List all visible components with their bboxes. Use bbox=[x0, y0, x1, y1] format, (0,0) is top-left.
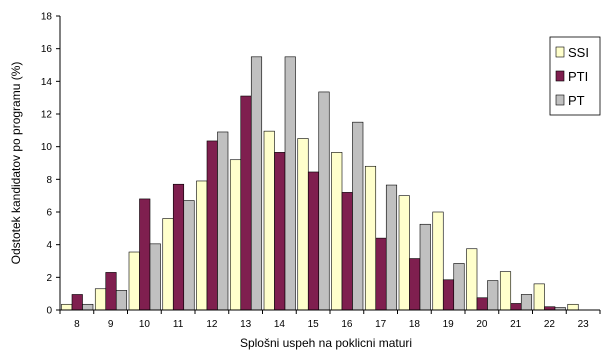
bar-pti-20 bbox=[476, 297, 488, 311]
bar-pti-8 bbox=[71, 294, 83, 311]
bar-pt-13 bbox=[250, 56, 263, 311]
bar-ssi-12 bbox=[196, 180, 208, 311]
x-tick-label: 18 bbox=[409, 319, 421, 330]
bar-pti-12 bbox=[206, 140, 218, 311]
legend-swatch-pti bbox=[555, 70, 565, 82]
x-tick-label: 10 bbox=[139, 319, 151, 330]
bar-ssi-16 bbox=[331, 152, 343, 311]
bar-pt-18 bbox=[419, 223, 431, 311]
y-axis-title: Odstotek kandidatov po programu (%) bbox=[9, 62, 23, 265]
x-tick-label: 11 bbox=[173, 319, 184, 330]
bar-ssi-22 bbox=[533, 283, 545, 311]
bar-ssi-23 bbox=[567, 303, 579, 311]
bar-pti-16 bbox=[341, 192, 353, 311]
x-tick-label: 15 bbox=[308, 319, 320, 330]
bar-pt-14 bbox=[284, 56, 296, 311]
bar-ssi-14 bbox=[263, 130, 275, 311]
bar-pt-11 bbox=[183, 200, 195, 311]
y-tick-label: 12 bbox=[41, 110, 53, 121]
y-tick-label: 2 bbox=[46, 273, 52, 284]
y-tick-label: 4 bbox=[46, 240, 52, 251]
x-tick-label: 17 bbox=[375, 319, 387, 330]
bar-pt-12 bbox=[217, 131, 229, 311]
bar-ssi-15 bbox=[297, 138, 309, 311]
x-tick-label: 13 bbox=[240, 319, 252, 330]
bar-pt-17 bbox=[385, 184, 398, 311]
bar-ssi-9 bbox=[94, 288, 107, 311]
bar-ssi-18 bbox=[398, 195, 410, 311]
bar-pti-10 bbox=[139, 198, 151, 311]
bar-pti-17 bbox=[375, 237, 387, 311]
bar-pt-21 bbox=[520, 294, 533, 311]
bar-ssi-11 bbox=[162, 218, 174, 311]
legend-label-pti: PTI bbox=[568, 69, 588, 84]
y-tick-label: 0 bbox=[46, 306, 52, 317]
x-tick-label: 8 bbox=[74, 319, 80, 330]
bar-pti-14 bbox=[274, 152, 286, 311]
x-tick-label: 22 bbox=[544, 319, 556, 330]
bar-pti-19 bbox=[442, 279, 455, 311]
bar-ssi-10 bbox=[128, 251, 140, 311]
bar-pti-9 bbox=[105, 272, 117, 311]
legend: SSI PTI PT bbox=[549, 36, 601, 116]
bar-pti-21 bbox=[510, 303, 522, 311]
bar-pt-15 bbox=[318, 91, 330, 311]
bar-pt-16 bbox=[352, 121, 364, 311]
bar-ssi-17 bbox=[364, 165, 377, 311]
legend-label-ssi: SSI bbox=[568, 45, 589, 60]
x-tick-label: 21 bbox=[510, 319, 522, 330]
bar-ssi-13 bbox=[229, 159, 242, 311]
bar-pt-20 bbox=[487, 280, 499, 311]
x-axis: 8 9 10 11 12 13 14 15 16 17 18 19 20 21 22 23 bbox=[59, 309, 601, 330]
legend-swatch-ssi bbox=[555, 46, 565, 58]
legend-swatch-pt bbox=[555, 94, 565, 106]
y-tick-label: 10 bbox=[41, 142, 53, 153]
bar-pt-9 bbox=[115, 290, 128, 311]
y-tick-label: 8 bbox=[46, 175, 52, 186]
bar-ssi-8 bbox=[61, 303, 73, 311]
x-tick-label: 9 bbox=[108, 319, 114, 330]
x-tick-label: 16 bbox=[341, 319, 353, 330]
y-tick-label: 14 bbox=[41, 77, 53, 88]
y-tick-label: 6 bbox=[46, 208, 52, 219]
bar-pti-13 bbox=[240, 95, 252, 311]
x-axis-title: Splošni uspeh na poklicni maturi bbox=[240, 336, 412, 350]
x-tick-label: 23 bbox=[578, 319, 590, 330]
x-tick-label: 12 bbox=[206, 319, 218, 330]
bar-ssi-21 bbox=[499, 271, 512, 311]
bar-ssi-20 bbox=[466, 248, 478, 311]
x-tick-label: 14 bbox=[274, 319, 286, 330]
bar-pt-19 bbox=[453, 263, 465, 311]
y-tick-label: 16 bbox=[41, 44, 53, 55]
bar-pti-18 bbox=[409, 258, 421, 311]
legend-label-pt: PT bbox=[568, 93, 585, 108]
bar-pti-11 bbox=[172, 183, 185, 311]
bar-ssi-19 bbox=[432, 211, 444, 311]
bar-pt-10 bbox=[149, 243, 161, 311]
bar-pti-15 bbox=[307, 171, 320, 311]
x-tick-label: 20 bbox=[476, 319, 488, 330]
y-axis: 0 2 4 6 8 10 12 14 16 18 bbox=[41, 12, 61, 317]
bar-pt-8 bbox=[82, 303, 94, 311]
y-tick-label: 18 bbox=[41, 12, 53, 23]
x-tick-label: 19 bbox=[443, 319, 455, 330]
